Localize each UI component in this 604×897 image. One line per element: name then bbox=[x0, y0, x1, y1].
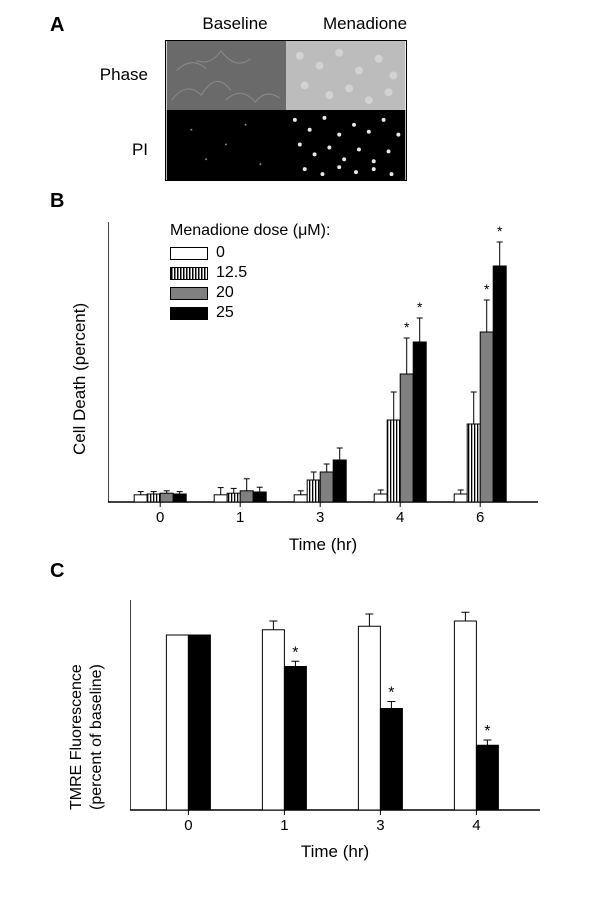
legend-text: 20 bbox=[216, 284, 234, 302]
chart-b-xlabel: Time (hr) bbox=[108, 535, 538, 555]
legend-b-row: 12.5 bbox=[170, 264, 330, 282]
svg-text:*: * bbox=[292, 644, 298, 661]
svg-text:6: 6 bbox=[476, 509, 484, 526]
panel-c-label: C bbox=[50, 560, 64, 583]
chart-b-legend: Menadione dose (μM): 0 12.5 20 25 bbox=[170, 222, 330, 324]
legend-text: 12.5 bbox=[216, 264, 247, 282]
legend-swatch bbox=[170, 247, 208, 260]
svg-text:1: 1 bbox=[280, 817, 288, 834]
panel-a-col2: Menadione bbox=[305, 14, 425, 34]
legend-text: 0 bbox=[216, 244, 225, 262]
svg-text:1: 1 bbox=[236, 509, 244, 526]
legend-b-title: Menadione dose (μM): bbox=[170, 222, 330, 240]
panel-a-micrographs bbox=[165, 40, 407, 181]
svg-text:*: * bbox=[404, 319, 410, 335]
chart-c-ylabel1: TMRE Fluorescence bbox=[68, 664, 86, 810]
svg-text:*: * bbox=[388, 685, 394, 702]
chart-b-ylabel: Cell Death (percent) bbox=[70, 303, 90, 455]
panel-a-row1: Phase bbox=[70, 65, 148, 85]
svg-text:*: * bbox=[484, 281, 490, 297]
svg-text:3: 3 bbox=[316, 509, 324, 526]
legend-swatch bbox=[170, 287, 208, 300]
svg-text:*: * bbox=[497, 223, 503, 239]
legend-b-row: 0 bbox=[170, 244, 330, 262]
chart-c-ylabel2: (percent of baseline) bbox=[88, 664, 106, 810]
svg-text:3: 3 bbox=[376, 817, 384, 834]
chart-c: 02040608010012001*3*4* bbox=[130, 600, 540, 860]
panel-b-label: B bbox=[50, 190, 64, 213]
legend-b-row: 20 bbox=[170, 284, 330, 302]
svg-text:*: * bbox=[417, 299, 423, 315]
panel-a-row2: PI bbox=[70, 140, 148, 160]
svg-text:0: 0 bbox=[184, 817, 192, 834]
legend-b-row: 25 bbox=[170, 304, 330, 322]
panel-a-label: A bbox=[50, 14, 64, 37]
chart-c-xlabel: Time (hr) bbox=[130, 842, 540, 862]
legend-swatch bbox=[170, 267, 208, 280]
svg-text:0: 0 bbox=[156, 509, 164, 526]
svg-text:*: * bbox=[484, 723, 490, 740]
legend-swatch bbox=[170, 307, 208, 320]
svg-text:4: 4 bbox=[472, 817, 480, 834]
svg-text:4: 4 bbox=[396, 509, 404, 526]
panel-a-col1: Baseline bbox=[185, 14, 285, 34]
legend-text: 25 bbox=[216, 304, 234, 322]
